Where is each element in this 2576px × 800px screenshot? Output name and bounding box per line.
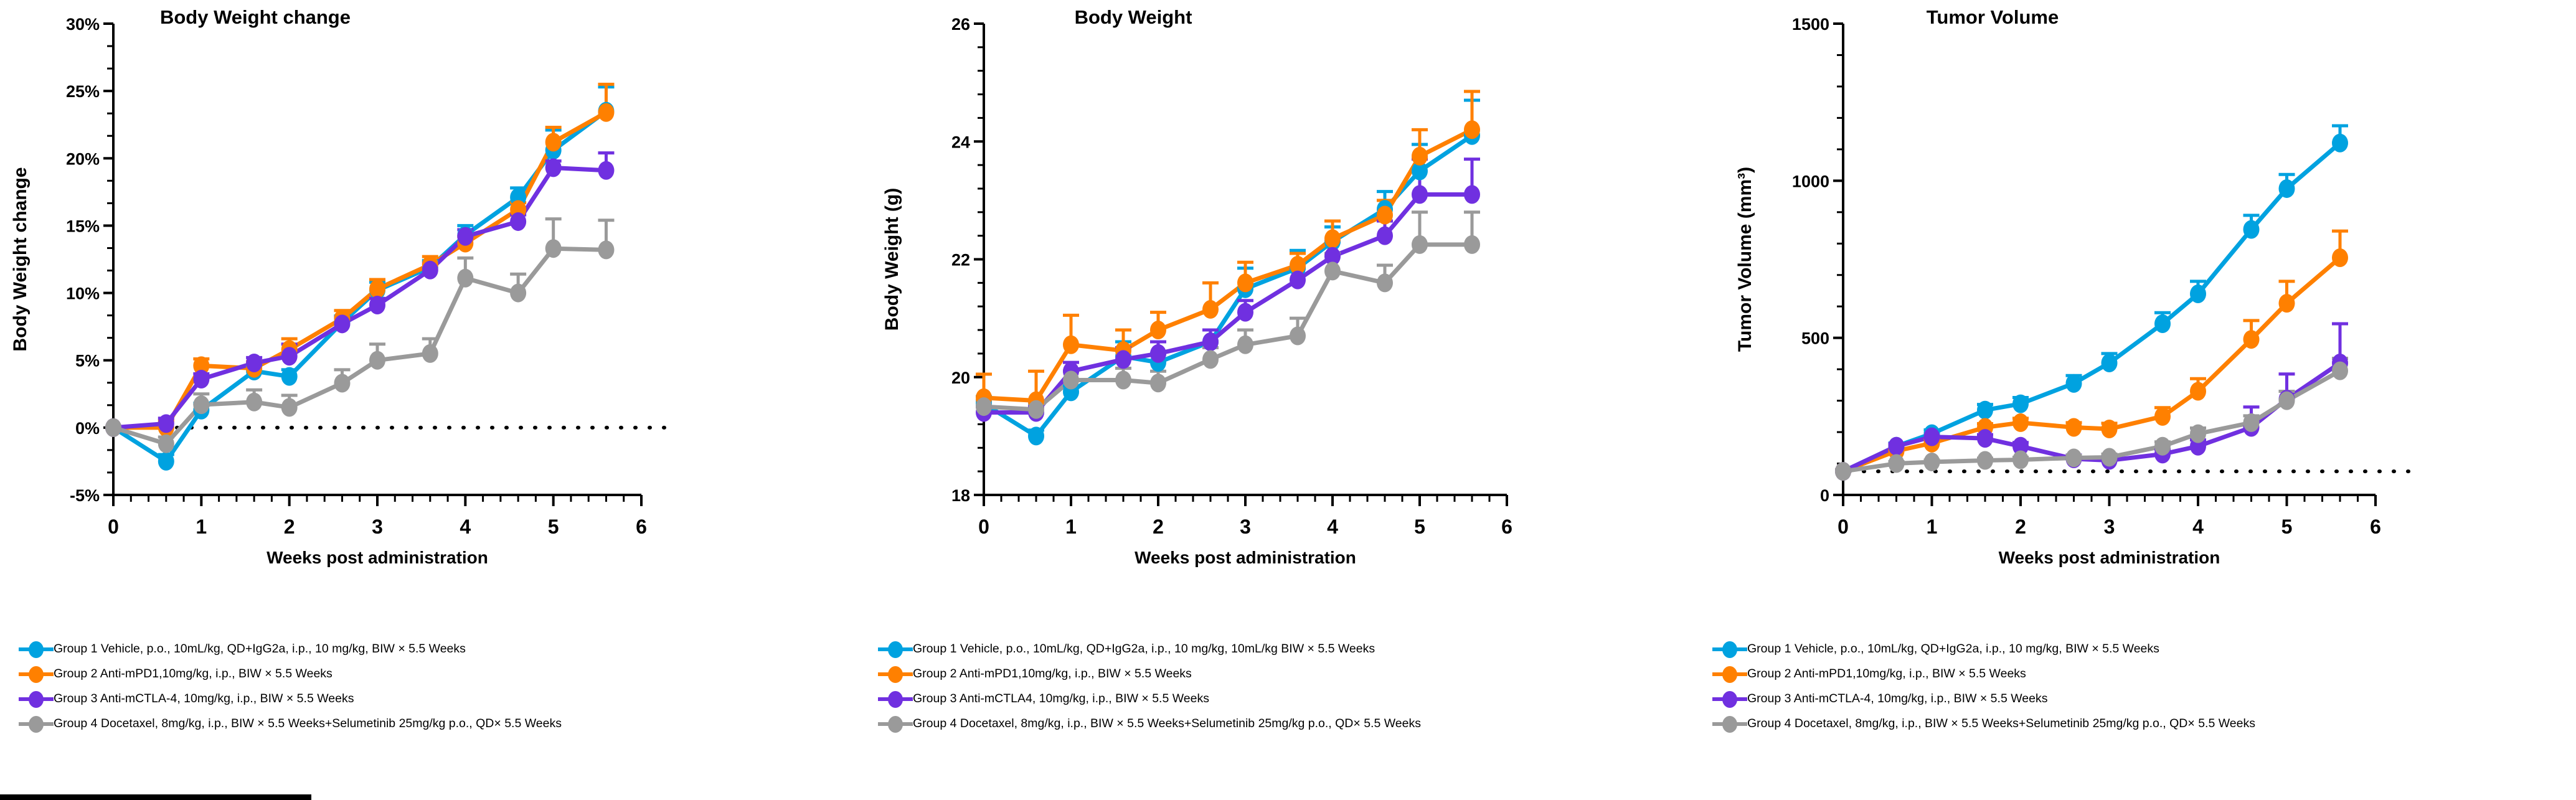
legend-label: Group 2 Anti-mPD1,10mg/kg, i.p., BIW × 5… xyxy=(54,666,333,680)
svg-text:-5%: -5% xyxy=(70,486,100,505)
legend-label: Group 3 Anti-mCTLA4, 10mg/kg, i.p., BIW … xyxy=(913,691,1209,705)
svg-text:22: 22 xyxy=(951,251,970,270)
legend-marker-group2-icon xyxy=(878,664,913,683)
legend-marker-group3-icon xyxy=(19,689,54,708)
svg-text:5%: 5% xyxy=(75,352,100,370)
svg-text:1500: 1500 xyxy=(1792,15,1829,34)
svg-text:3: 3 xyxy=(372,515,383,538)
chart-title: Tumor Volume xyxy=(1926,6,2059,28)
bottom-rule xyxy=(0,794,311,800)
legend-item[interactable]: Group 1 Vehicle, p.o., 10mL/kg, QD+IgG2a… xyxy=(19,636,562,661)
svg-text:15%: 15% xyxy=(66,217,100,235)
legend-marker-group1-icon xyxy=(878,639,913,658)
panel-tumor-volume: Tumor Volume 0 500 1000 1500 0 1 2 3 4 5 6 Tumor Vo… xyxy=(1712,0,2576,800)
chart-plot-body-weight: 18 20 22 24 26 0 1 2 3 4 5 6 Body Weight (g) Weeks po… xyxy=(882,15,1512,567)
x-axis-label: Weeks post administration xyxy=(267,548,488,567)
svg-text:1: 1 xyxy=(1927,515,1938,538)
legend-item[interactable]: Group 2 Anti-mPD1,10mg/kg, i.p., BIW × 5… xyxy=(19,661,562,686)
y-axis-label: Body Weight (g) xyxy=(882,188,902,331)
y-axis-label: Tumor Volume (mm³) xyxy=(1735,167,1755,352)
x-axis-label: Weeks post administration xyxy=(1999,548,2220,567)
legend-item[interactable]: Group 4 Docetaxel, 8mg/kg, i.p., BIW × 5… xyxy=(1712,711,2255,736)
svg-text:0: 0 xyxy=(978,515,989,538)
legend-marker-group2-icon xyxy=(19,664,54,683)
legend-marker-group4-icon xyxy=(19,714,54,733)
svg-text:5: 5 xyxy=(2281,515,2293,538)
legend-label: Group 4 Docetaxel, 8mg/kg, i.p., BIW × 5… xyxy=(54,716,562,730)
legend-marker-group3-icon xyxy=(1712,689,1747,708)
svg-text:0: 0 xyxy=(1838,515,1849,538)
legend-marker-group3-icon xyxy=(878,689,913,708)
panel-body-weight: Body Weight 18 20 22 24 26 0 1 2 3 4 5 6 Body Weight… xyxy=(872,0,1712,800)
svg-text:1: 1 xyxy=(196,515,207,538)
legend-item[interactable]: Group 4 Docetaxel, 8mg/kg, i.p., BIW × 5… xyxy=(19,711,562,736)
svg-text:6: 6 xyxy=(636,515,647,538)
legend-label: Group 3 Anti-mCTLA-4, 10mg/kg, i.p., BIW… xyxy=(54,691,354,705)
svg-text:4: 4 xyxy=(1327,515,1338,538)
svg-text:4: 4 xyxy=(2192,515,2204,538)
svg-text:10%: 10% xyxy=(66,285,100,303)
legend-label: Group 4 Docetaxel, 8mg/kg, i.p., BIW × 5… xyxy=(1747,716,2255,730)
svg-text:3: 3 xyxy=(2104,515,2115,538)
svg-text:1: 1 xyxy=(1065,515,1077,538)
legend-marker-group4-icon xyxy=(878,714,913,733)
svg-text:0%: 0% xyxy=(75,419,100,438)
svg-text:18: 18 xyxy=(951,486,970,505)
legend-label: Group 2 Anti-mPD1,10mg/kg, i.p., BIW × 5… xyxy=(1747,666,2026,680)
legend-label: Group 1 Vehicle, p.o., 10mL/kg, QD+IgG2a… xyxy=(913,641,1375,656)
legend-label: Group 2 Anti-mPD1,10mg/kg, i.p., BIW × 5… xyxy=(913,666,1192,680)
svg-text:500: 500 xyxy=(1801,329,1829,348)
chart-plot-tumor-volume: 0 500 1000 1500 0 1 2 3 4 5 6 Tumor Volume (mm³) Wee… xyxy=(1735,15,2412,567)
svg-text:6: 6 xyxy=(1501,515,1512,538)
svg-text:6: 6 xyxy=(2370,515,2381,538)
y-axis-label: Body Weight change xyxy=(10,167,31,351)
svg-text:20%: 20% xyxy=(66,149,100,168)
chart-title: Body Weight change xyxy=(159,6,351,28)
legend-item[interactable]: Group 3 Anti-mCTLA4, 10mg/kg, i.p., BIW … xyxy=(878,686,1421,711)
legend-marker-group2-icon xyxy=(1712,664,1747,683)
svg-text:4: 4 xyxy=(460,515,471,538)
legend-marker-group4-icon xyxy=(1712,714,1747,733)
svg-text:0: 0 xyxy=(1820,486,1829,505)
legend-body-weight: Group 1 Vehicle, p.o., 10mL/kg, QD+IgG2a… xyxy=(878,636,1421,736)
x-axis-label: Weeks post administration xyxy=(1135,548,1356,567)
svg-text:3: 3 xyxy=(1240,515,1251,538)
svg-text:2: 2 xyxy=(2015,515,2026,538)
panel-body-weight-change: Body Weight change -5% 0% 5% 10% 15% 20% 25% 30… xyxy=(0,0,872,800)
legend-item[interactable]: Group 3 Anti-mCTLA-4, 10mg/kg, i.p., BIW… xyxy=(1712,686,2255,711)
svg-text:26: 26 xyxy=(951,15,970,34)
legend-item[interactable]: Group 2 Anti-mPD1,10mg/kg, i.p., BIW × 5… xyxy=(1712,661,2255,686)
legend-tumor-volume: Group 1 Vehicle, p.o., 10mL/kg, QD+IgG2a… xyxy=(1712,636,2255,736)
svg-text:1000: 1000 xyxy=(1792,172,1829,191)
svg-text:25%: 25% xyxy=(66,82,100,101)
legend-label: Group 3 Anti-mCTLA-4, 10mg/kg, i.p., BIW… xyxy=(1747,691,2048,705)
svg-text:5: 5 xyxy=(548,515,559,538)
legend-marker-group1-icon xyxy=(19,639,54,658)
legend-item[interactable]: Group 4 Docetaxel, 8mg/kg, i.p., BIW × 5… xyxy=(878,711,1421,736)
legend-item[interactable]: Group 2 Anti-mPD1,10mg/kg, i.p., BIW × 5… xyxy=(878,661,1421,686)
svg-text:20: 20 xyxy=(951,369,970,387)
legend-marker-group1-icon xyxy=(1712,639,1747,658)
legend-item[interactable]: Group 3 Anti-mCTLA-4, 10mg/kg, i.p., BIW… xyxy=(19,686,562,711)
legend-body-weight-change: Group 1 Vehicle, p.o., 10mL/kg, QD+IgG2a… xyxy=(19,636,562,736)
svg-text:24: 24 xyxy=(951,133,970,151)
svg-text:30%: 30% xyxy=(66,15,100,34)
svg-text:2: 2 xyxy=(1153,515,1164,538)
svg-text:2: 2 xyxy=(284,515,295,538)
legend-label: Group 1 Vehicle, p.o., 10mL/kg, QD+IgG2a… xyxy=(1747,641,2159,656)
legend-label: Group 1 Vehicle, p.o., 10mL/kg, QD+IgG2a… xyxy=(54,641,466,656)
legend-item[interactable]: Group 1 Vehicle, p.o., 10mL/kg, QD+IgG2a… xyxy=(1712,636,2255,661)
chart-title: Body Weight xyxy=(1074,6,1192,28)
legend-label: Group 4 Docetaxel, 8mg/kg, i.p., BIW × 5… xyxy=(913,716,1421,730)
legend-item[interactable]: Group 1 Vehicle, p.o., 10mL/kg, QD+IgG2a… xyxy=(878,636,1421,661)
chart-plot-body-weight-change: -5% 0% 5% 10% 15% 20% 25% 30% 0 1 2 3 4 5 6 Body Weight… xyxy=(10,15,677,567)
svg-text:5: 5 xyxy=(1414,515,1425,538)
svg-text:0: 0 xyxy=(108,515,119,538)
